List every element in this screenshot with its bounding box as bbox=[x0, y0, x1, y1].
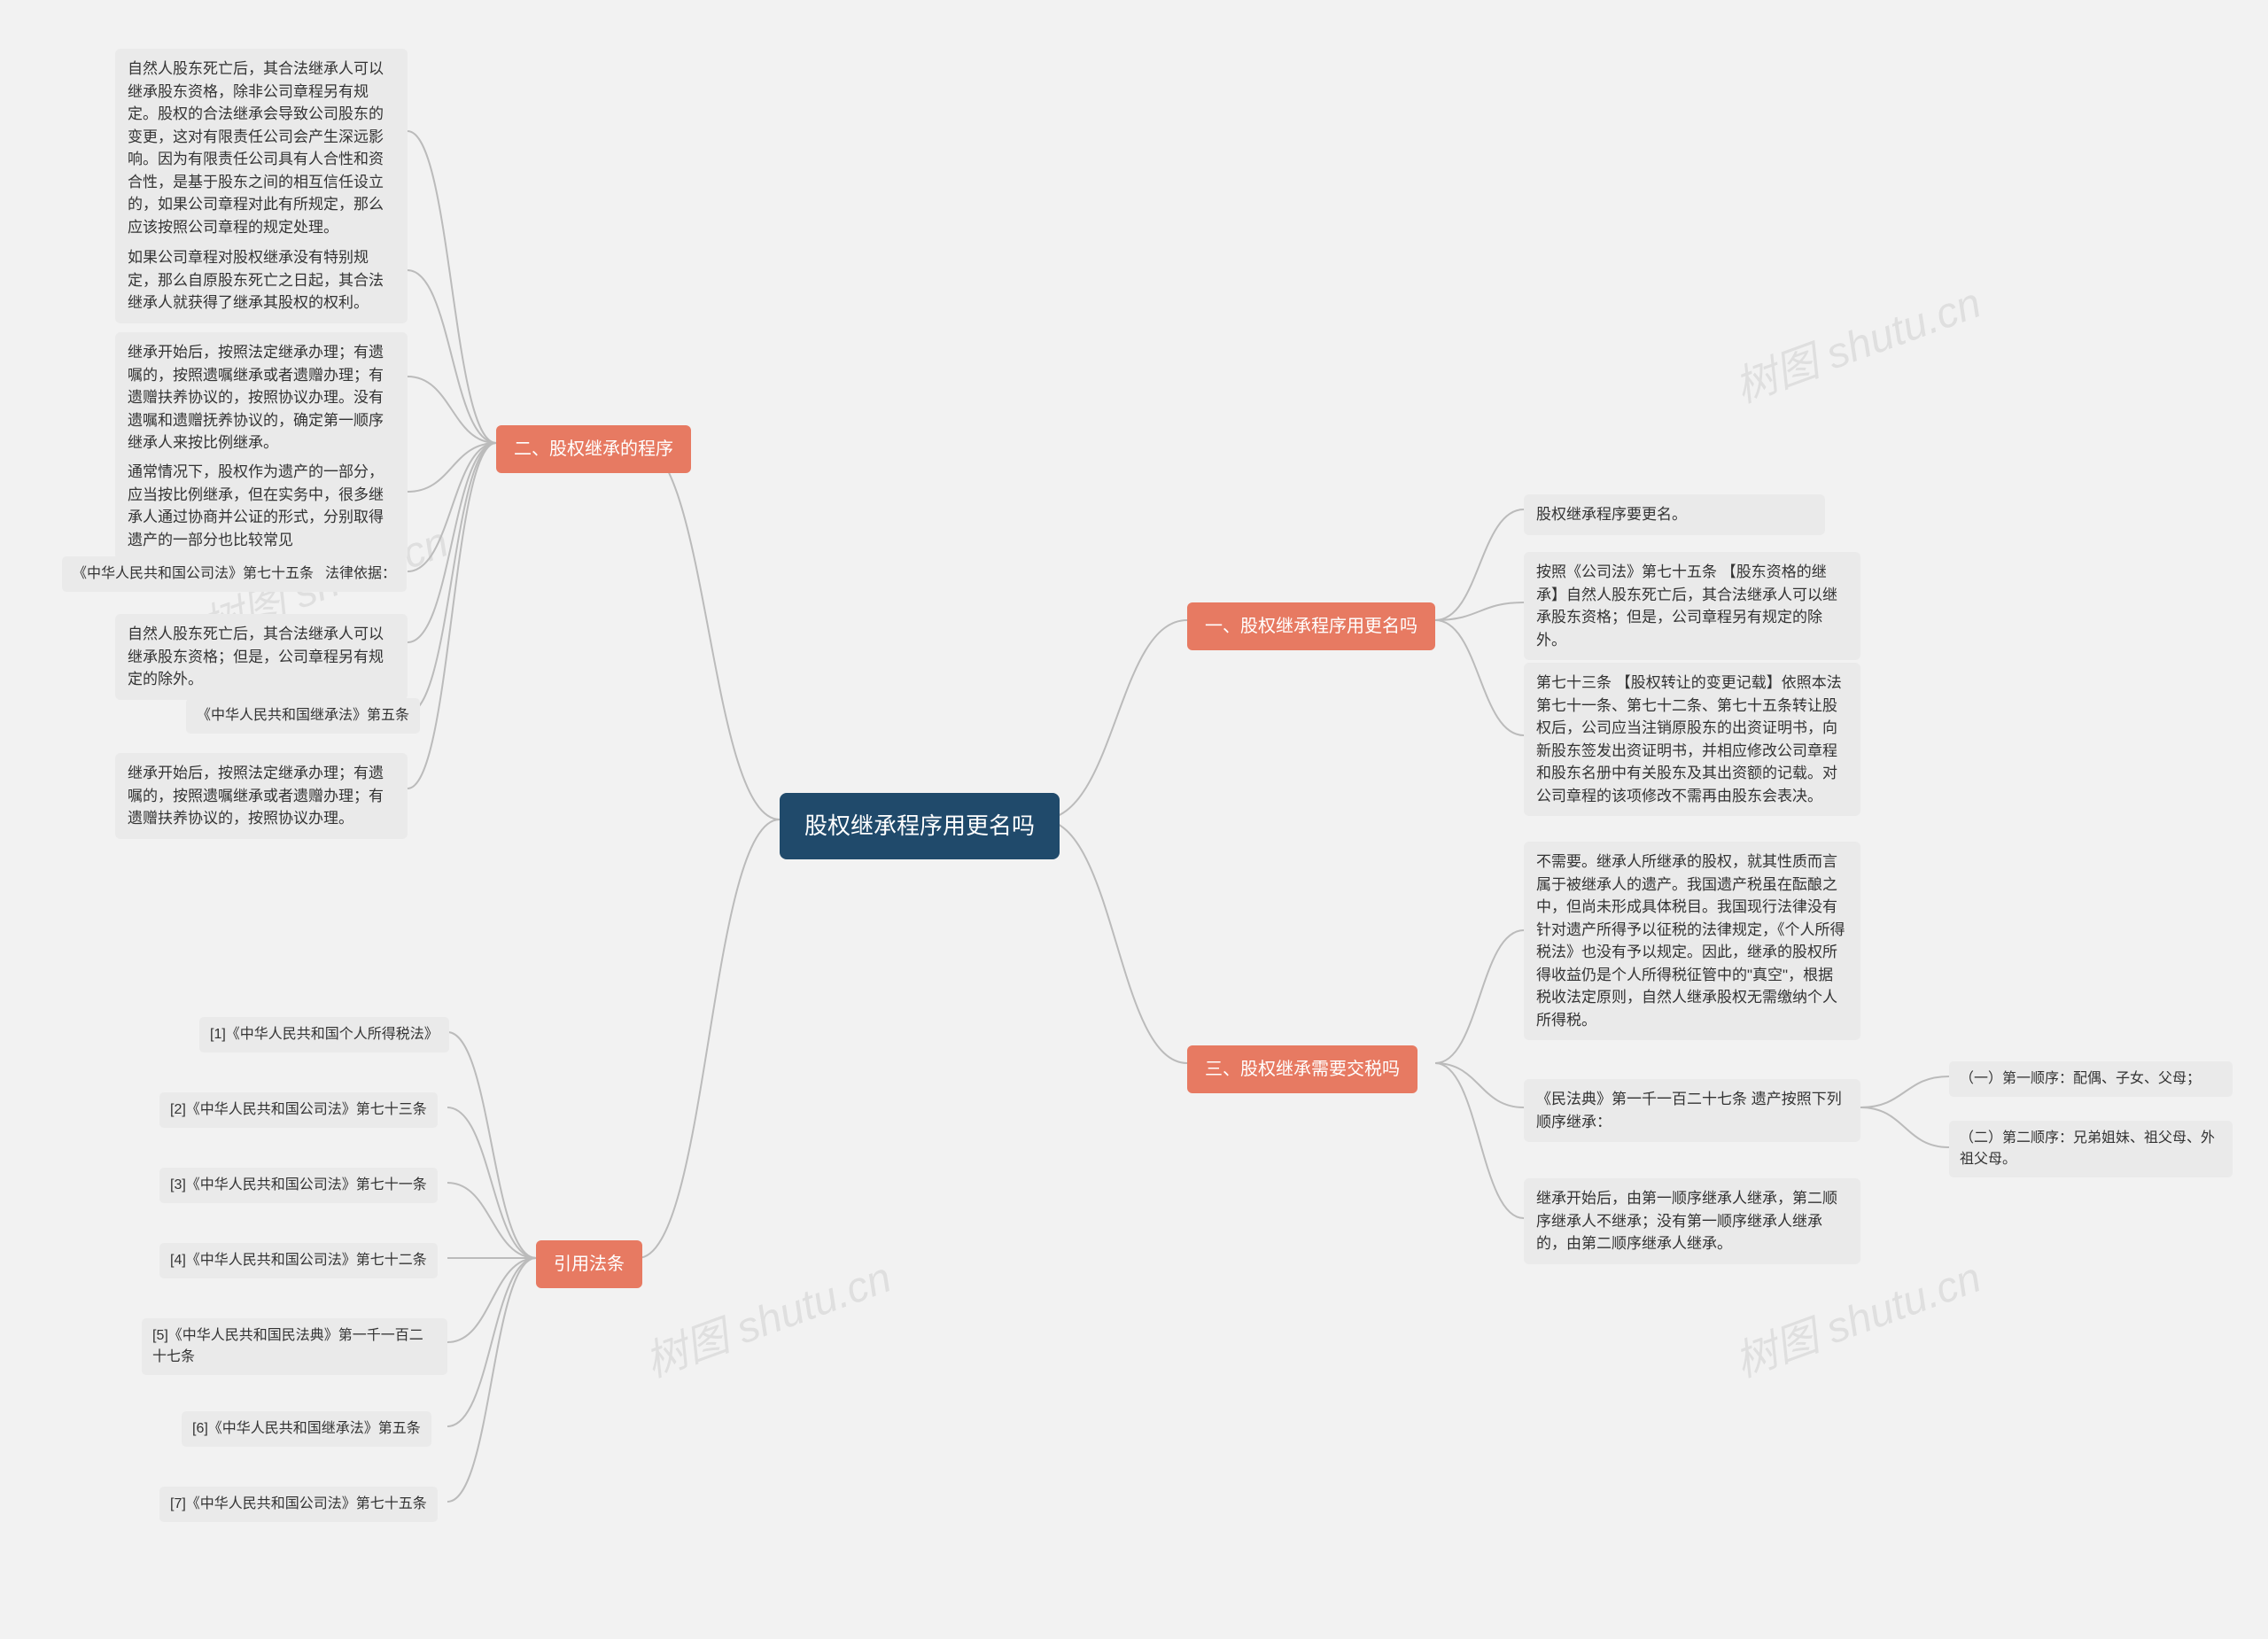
branch-section-1[interactable]: 一、股权继承程序用更名吗 bbox=[1187, 602, 1435, 650]
watermark: 树图 shutu.cn bbox=[1725, 1242, 1988, 1388]
leaf-sub-node: （一）第一顺序：配偶、子女、父母； bbox=[1949, 1061, 2233, 1097]
leaf-sub-node: （二）第二顺序：兄弟姐妹、祖父母、外祖父母。 bbox=[1949, 1121, 2233, 1177]
leaf-node: 如果公司章程对股权继承没有特别规定，那么自原股东死亡之日起，其合法继承人就获得了… bbox=[115, 237, 408, 323]
branch-section-3[interactable]: 三、股权继承需要交税吗 bbox=[1187, 1045, 1418, 1093]
leaf-node: 继承开始后，按照法定继承办理；有遗嘱的，按照遗嘱继承或者遗赠办理；有遗赠扶养协议… bbox=[115, 332, 408, 463]
leaf-node: 继承开始后，按照法定继承办理；有遗嘱的，按照遗嘱继承或者遗赠办理；有遗赠扶养协议… bbox=[115, 753, 408, 839]
leaf-node: 按照《公司法》第七十五条 【股东资格的继承】自然人股东死亡后，其合法继承人可以继… bbox=[1524, 552, 1860, 660]
branch-citations[interactable]: 引用法条 bbox=[536, 1240, 642, 1288]
leaf-node: 继承开始后，由第一顺序继承人继承，第二顺序继承人不继承；没有第一顺序继承人继承的… bbox=[1524, 1178, 1860, 1264]
leaf-node: 第七十三条 【股权转让的变更记载】依照本法第七十一条、第七十二条、第七十五条转让… bbox=[1524, 663, 1860, 816]
leaf-node: 自然人股东死亡后，其合法继承人可以继承股东资格；但是，公司章程另有规定的除外。 bbox=[115, 614, 408, 700]
leaf-node: 《中华人民共和国继承法》第五条 bbox=[186, 698, 420, 734]
leaf-citation: [5]《中华人民共和国民法典》第一千一百二十七条 bbox=[142, 1318, 447, 1375]
root-node[interactable]: 股权继承程序用更名吗 bbox=[780, 793, 1060, 859]
leaf-node: 法律依据： bbox=[315, 556, 407, 592]
leaf-node: 不需要。继承人所继承的股权，就其性质而言属于被继承人的遗产。我国遗产税虽在酝酿之… bbox=[1524, 842, 1860, 1040]
leaf-citation: [6]《中华人民共和国继承法》第五条 bbox=[182, 1411, 431, 1447]
watermark: 树图 shutu.cn bbox=[1725, 268, 1988, 414]
leaf-citation: [3]《中华人民共和国公司法》第七十一条 bbox=[159, 1168, 438, 1203]
leaf-citation: [1]《中华人民共和国个人所得税法》 bbox=[199, 1017, 449, 1053]
leaf-citation: [4]《中华人民共和国公司法》第七十二条 bbox=[159, 1243, 438, 1278]
leaf-sub-node: 《中华人民共和国公司法》第七十五条 bbox=[62, 556, 324, 592]
leaf-citation: [2]《中华人民共和国公司法》第七十三条 bbox=[159, 1092, 438, 1128]
leaf-node: 通常情况下，股权作为遗产的一部分，应当按比例继承，但在实务中，很多继承人通过协商… bbox=[115, 452, 408, 560]
watermark: 树图 shutu.cn bbox=[635, 1242, 898, 1388]
branch-section-2[interactable]: 二、股权继承的程序 bbox=[496, 425, 691, 473]
leaf-node: 自然人股东死亡后，其合法继承人可以继承股东资格，除非公司章程另有规定。股权的合法… bbox=[115, 49, 408, 247]
leaf-node: 《民法典》第一千一百二十七条 遗产按照下列顺序继承： bbox=[1524, 1079, 1860, 1142]
leaf-citation: [7]《中华人民共和国公司法》第七十五条 bbox=[159, 1487, 438, 1522]
leaf-node: 股权继承程序要更名。 bbox=[1524, 494, 1825, 535]
